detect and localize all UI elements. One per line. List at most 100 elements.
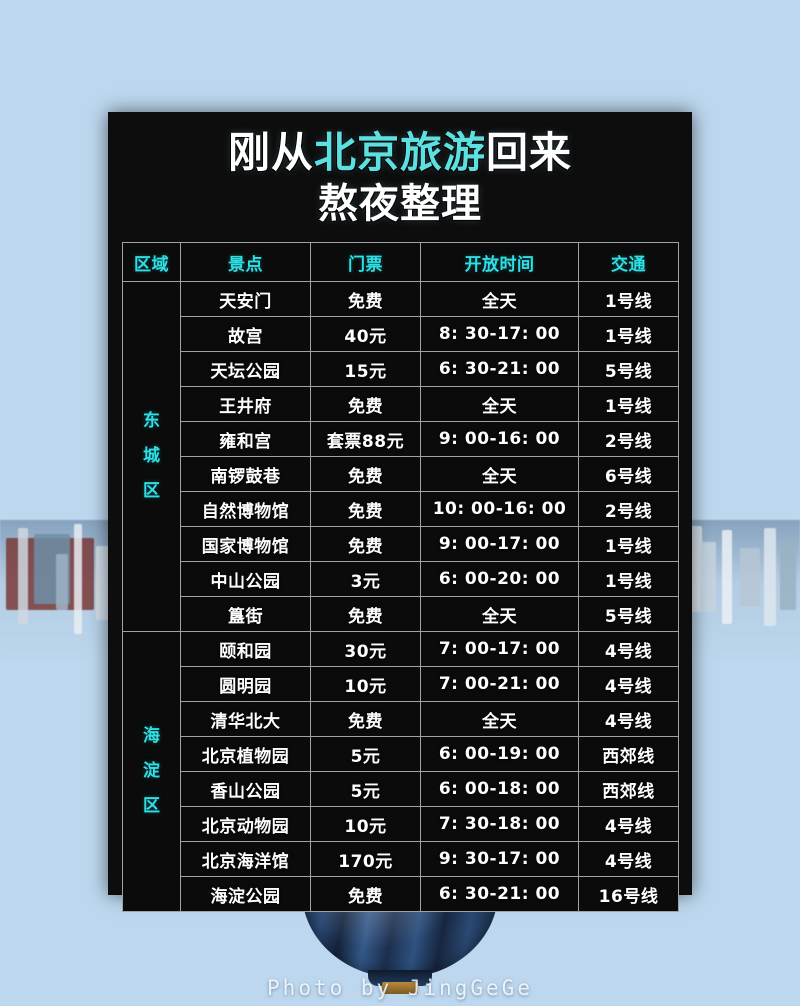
cell-spot: 海淀公园 (180, 876, 311, 912)
cell-metro: 4号线 (578, 806, 679, 842)
cell-spot: 中山公园 (180, 561, 311, 597)
cell-spot: 天安门 (180, 281, 311, 317)
cell-hours: 9: 00-16: 00 (420, 421, 579, 457)
title-prefix: 刚从 (227, 128, 314, 177)
table-row: 簋街 免费 全天 5号线 (123, 596, 679, 632)
cell-metro: 1号线 (578, 386, 679, 422)
table-head: 区域 景点 门票 开放时间 交通 (122, 242, 679, 282)
cell-metro: 6号线 (578, 456, 679, 492)
cell-ticket: 免费 (310, 281, 421, 317)
cell-metro: 16号线 (578, 876, 679, 912)
cityscape-shape (18, 528, 28, 624)
cell-hours: 全天 (420, 456, 579, 492)
region-char: 淀 (143, 761, 160, 781)
table-row: 清华北大 免费 全天 4号线 (123, 701, 679, 737)
cell-hours: 10: 00-16: 00 (420, 491, 579, 527)
cell-spot: 北京海洋馆 (180, 841, 311, 877)
attractions-table-wrapper: 区域 景点 门票 开放时间 交通 东城区天安门 免费 全天 1号线 故宫 40元 8: 30… (122, 242, 679, 912)
table-header-row: 区域 景点 门票 开放时间 交通 (122, 242, 679, 282)
table-row: 北京植物园 5元 6: 00-19: 00 西郊线 (123, 736, 679, 772)
cell-metro: 2号线 (578, 421, 679, 457)
cell-ticket: 免费 (310, 386, 421, 422)
cell-spot: 天坛公园 (180, 351, 311, 387)
cell-metro: 4号线 (578, 666, 679, 702)
cell-hours: 9: 00-17: 00 (420, 526, 579, 562)
cell-ticket: 免费 (310, 596, 421, 632)
cell-hours: 全天 (420, 701, 579, 737)
cell-hours: 6: 00-19: 00 (420, 736, 579, 772)
table-row: 圆明园 10元 7: 00-21: 00 4号线 (123, 666, 679, 702)
cell-hours: 7: 00-17: 00 (420, 631, 579, 667)
cityscape-shape (722, 530, 732, 624)
title-accent: 北京旅游 (313, 128, 486, 177)
cell-spot: 自然博物馆 (180, 491, 311, 527)
cell-ticket: 5元 (310, 736, 421, 772)
cell-spot: 香山公园 (180, 771, 311, 807)
cell-metro: 西郊线 (578, 736, 679, 772)
cell-ticket: 5元 (310, 771, 421, 807)
attractions-table: 区域 景点 门票 开放时间 交通 东城区天安门 免费 全天 1号线 故宫 40元 8: 30… (122, 242, 679, 912)
table-row: 国家博物馆 免费 9: 00-17: 00 1号线 (123, 526, 679, 562)
cell-spot: 雍和宫 (180, 421, 311, 457)
region-label-1: 海淀区 (122, 631, 181, 912)
cell-hours: 全天 (420, 281, 579, 317)
table-row: 故宫 40元 8: 30-17: 00 1号线 (123, 316, 679, 352)
cell-ticket: 10元 (310, 806, 421, 842)
cell-hours: 6: 00-18: 00 (420, 771, 579, 807)
cell-ticket: 套票88元 (310, 421, 421, 457)
cell-hours: 6: 30-21: 00 (420, 351, 579, 387)
region-char-stack: 东城区 (123, 413, 180, 500)
cell-spot: 簋街 (180, 596, 311, 632)
cityscape-shape (764, 528, 776, 626)
cell-metro: 1号线 (578, 281, 679, 317)
column-header-region: 区域 (122, 242, 181, 282)
cityscape-shape (740, 548, 760, 606)
cell-metro: 4号线 (578, 841, 679, 877)
table-row: 自然博物馆 免费 10: 00-16: 00 2号线 (123, 491, 679, 527)
column-header-hours: 开放时间 (420, 242, 579, 282)
column-header-metro: 交通 (578, 242, 679, 282)
cell-hours: 6: 00-20: 00 (420, 561, 579, 597)
table-row: 东城区天安门 免费 全天 1号线 (122, 281, 679, 632)
cell-ticket: 170元 (310, 841, 421, 877)
cell-hours: 9: 30-17: 00 (420, 841, 579, 877)
cell-hours: 全天 (420, 386, 579, 422)
cell-spot: 故宫 (180, 316, 311, 352)
cell-hours: 8: 30-17: 00 (420, 316, 579, 352)
cell-metro: 2号线 (578, 491, 679, 527)
cell-spot: 南锣鼓巷 (180, 456, 311, 492)
cell-ticket: 40元 (310, 316, 421, 352)
cell-spot: 圆明园 (180, 666, 311, 702)
cell-hours: 全天 (420, 596, 579, 632)
region-char: 区 (143, 481, 160, 501)
cell-hours: 7: 00-21: 00 (420, 666, 579, 702)
cityscape-shape (74, 524, 82, 634)
cell-spot: 清华北大 (180, 701, 311, 737)
poster-title: 刚从北京旅游回来 熬夜整理 (108, 112, 692, 228)
table-row: 中山公园 3元 6: 00-20: 00 1号线 (123, 561, 679, 597)
cell-ticket: 免费 (310, 526, 421, 562)
cell-metro: 1号线 (578, 561, 679, 597)
table-row: 北京动物园 10元 7: 30-18: 00 4号线 (123, 806, 679, 842)
region-label-0: 东城区 (122, 281, 181, 632)
cell-metro: 1号线 (578, 316, 679, 352)
cell-metro: 西郊线 (578, 771, 679, 807)
table-row: 香山公园 5元 6: 00-18: 00 西郊线 (123, 771, 679, 807)
cell-spot: 北京动物园 (180, 806, 311, 842)
cell-metro: 5号线 (578, 351, 679, 387)
title-line-1: 刚从北京旅游回来 (108, 128, 692, 178)
region-char: 区 (143, 796, 160, 816)
cell-ticket: 10元 (310, 666, 421, 702)
table-row: 南锣鼓巷 免费 全天 6号线 (123, 456, 679, 492)
content-panel: 刚从北京旅游回来 熬夜整理 区域 景点 门票 开放时间 交通 东 (108, 112, 692, 912)
cell-metro: 5号线 (578, 596, 679, 632)
region-char: 东 (143, 411, 160, 431)
column-header-spot: 景点 (180, 242, 311, 282)
table-row: 海淀公园 免费 6: 30-21: 00 16号线 (123, 876, 679, 912)
table-row: 天坛公园 15元 6: 30-21: 00 5号线 (123, 351, 679, 387)
cell-ticket: 免费 (310, 701, 421, 737)
cell-spot: 北京植物园 (180, 736, 311, 772)
table-row: 海淀区颐和园 30元 7: 00-17: 00 4号线 (122, 631, 679, 912)
table-row: 雍和宫 套票88元 9: 00-16: 00 2号线 (123, 421, 679, 457)
